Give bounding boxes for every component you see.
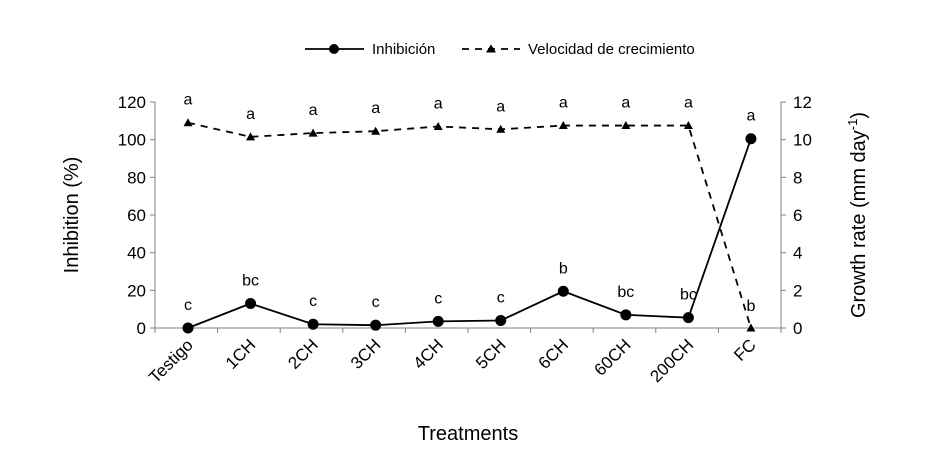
inhibition-point xyxy=(307,318,319,330)
inhibition-significance-letter: c xyxy=(434,290,442,307)
x-tick-label: 60CH xyxy=(591,335,635,379)
growth-rate-series-line xyxy=(187,121,752,329)
inhibition-significance-letter: c xyxy=(309,293,317,310)
growth-rate-point xyxy=(621,121,631,130)
y-axis-right-title: Growth rate (mm day-1) xyxy=(845,112,870,318)
left-tick-label: 80 xyxy=(127,168,146,187)
left-axis-ticks: 0 20 40 60 80 100 120 xyxy=(118,93,155,338)
legend-marker-velocidad xyxy=(486,44,496,53)
legend-label-velocidad: Velocidad de crecimiento xyxy=(528,41,695,58)
growth-rate-significance-letter: b xyxy=(746,298,755,315)
left-tick-label: 120 xyxy=(118,93,146,112)
right-tick-label: 10 xyxy=(793,131,812,150)
y-axis-right-title-sup: -1 xyxy=(845,119,860,131)
inhibition-significance-letter: bc xyxy=(242,273,259,290)
x-tick-label: 6CH xyxy=(535,335,572,372)
left-tick-label: 40 xyxy=(127,244,146,263)
growth-rate-point xyxy=(433,121,443,130)
inhibition-point xyxy=(620,309,632,321)
x-axis-title: Treatments xyxy=(418,423,518,445)
inhibition-point xyxy=(182,322,194,334)
y-axis-right-title-close: ) xyxy=(848,112,870,119)
inhibition-point xyxy=(245,298,257,310)
left-tick-label: 100 xyxy=(118,131,146,150)
x-axis-ticks: Testigo 1CH 2CH 3CH 4CH 5CH 6CH 60CH 200CH FC xyxy=(145,328,782,387)
growth-rate-significance-letter: a xyxy=(184,92,193,109)
inhibition-point xyxy=(682,312,694,324)
inhibition-significance-letter: c xyxy=(497,289,505,306)
right-tick-label: 2 xyxy=(793,281,802,300)
inhibition-point xyxy=(495,314,507,326)
left-tick-label: 60 xyxy=(127,206,146,225)
inhibition-point xyxy=(432,315,444,327)
inhibition-significance-letter: c xyxy=(372,294,380,311)
inhibition-significance-letter: a xyxy=(746,108,755,125)
right-tick-label: 0 xyxy=(793,319,802,338)
growth-rate-point xyxy=(496,124,506,133)
x-tick-label: 2CH xyxy=(284,335,321,372)
growth-rate-point xyxy=(371,126,381,135)
growth-rate-significance-letter: a xyxy=(621,95,630,112)
inhibition-point xyxy=(557,285,569,297)
inhibition-series-line xyxy=(187,138,752,329)
inhibition-point xyxy=(370,319,382,331)
legend-marker-inhibicion xyxy=(329,44,339,54)
growth-rate-point xyxy=(683,121,693,130)
growth-rate-point xyxy=(558,121,568,130)
inhibition-point xyxy=(745,133,757,145)
x-tick-label: FC xyxy=(730,335,759,364)
series-layer: c bc c c c c b bc bc a a a a a a a a a a b xyxy=(182,92,757,334)
growth-rate-significance-letter: a xyxy=(371,100,380,117)
growth-rate-point xyxy=(246,132,256,141)
inhibition-significance-letter: bc xyxy=(617,284,634,301)
x-tick-label: Testigo xyxy=(145,335,197,387)
right-tick-label: 4 xyxy=(793,244,802,263)
x-tick-label: 1CH xyxy=(222,335,259,372)
left-tick-label: 0 xyxy=(137,319,146,338)
y-axis-left-title: Inhibition (%) xyxy=(61,157,83,274)
right-tick-label: 6 xyxy=(793,206,802,225)
growth-rate-significance-letter: a xyxy=(246,106,255,123)
growth-rate-significance-letter: a xyxy=(309,102,318,119)
growth-rate-point xyxy=(308,128,318,137)
growth-rate-significance-letter: a xyxy=(496,98,505,115)
growth-rate-point xyxy=(183,118,193,127)
right-tick-label: 8 xyxy=(793,168,802,187)
right-tick-label: 12 xyxy=(793,93,812,112)
growth-rate-point xyxy=(746,323,756,332)
inhibition-significance-letter: b xyxy=(559,260,568,277)
x-tick-label: 4CH xyxy=(410,335,447,372)
x-tick-label: 3CH xyxy=(347,335,384,372)
left-tick-label: 20 xyxy=(127,281,146,300)
inhibition-significance-letter: bc xyxy=(680,287,697,304)
legend: Inhibición Velocidad de crecimiento xyxy=(305,41,695,58)
x-tick-label: 5CH xyxy=(472,335,509,372)
inhibition-significance-letter: c xyxy=(184,297,192,314)
right-axis-ticks: 0 2 4 6 8 10 12 xyxy=(781,93,812,338)
legend-label-inhibicion: Inhibición xyxy=(372,41,435,58)
x-tick-label: 200CH xyxy=(646,335,697,386)
growth-rate-significance-letter: a xyxy=(434,95,443,112)
growth-rate-significance-letter: a xyxy=(559,95,568,112)
y-axis-right-title-main: Growth rate (mm day xyxy=(848,130,870,318)
growth-rate-significance-letter: a xyxy=(684,95,693,112)
